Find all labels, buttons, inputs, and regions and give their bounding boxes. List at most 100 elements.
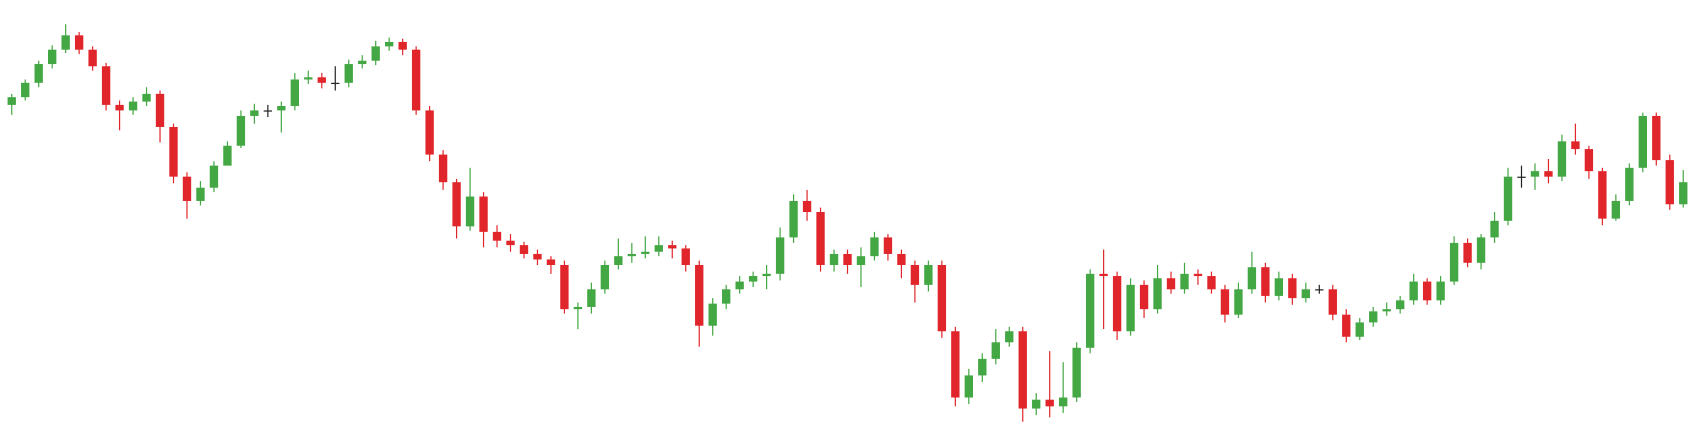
candle-body: [398, 41, 407, 50]
candle-body: [1436, 281, 1445, 301]
candle-body: [775, 237, 785, 274]
candle-body: [196, 187, 205, 201]
candle-body: [1247, 267, 1257, 290]
candle-body: [722, 289, 731, 304]
candle-body: [695, 265, 704, 326]
candle-body: [1193, 273, 1203, 277]
candle-body: [1166, 278, 1176, 290]
candle-body: [1085, 273, 1095, 348]
candle-body: [1652, 115, 1661, 161]
candle-body: [1490, 220, 1499, 238]
candle-body: [735, 281, 744, 290]
candle-body: [250, 110, 259, 116]
candle-body: [829, 253, 839, 265]
candle-body: [573, 306, 583, 310]
candle-body: [600, 265, 610, 290]
candle-body: [1220, 289, 1230, 315]
candle-body: [1126, 284, 1135, 332]
candle-body: [411, 49, 421, 111]
candle-body: [546, 259, 556, 265]
candle-body: [331, 82, 340, 85]
candle-body: [169, 126, 178, 177]
candle-body: [1355, 322, 1364, 337]
candle-body: [802, 200, 812, 212]
candle-body: [533, 253, 542, 260]
candle-body: [142, 93, 151, 102]
candle-body: [1665, 160, 1674, 205]
candle-body: [654, 245, 663, 252]
candle-body: [358, 60, 367, 65]
candle-body: [883, 237, 893, 254]
candle-body: [1449, 242, 1459, 282]
candle-body: [1517, 176, 1526, 178]
candle-body: [1072, 347, 1081, 398]
candle-body: [1422, 281, 1432, 301]
candle-body: [587, 289, 596, 307]
candle-body: [1059, 397, 1068, 407]
candle-body: [856, 256, 866, 265]
candle-body: [1112, 276, 1122, 332]
candle-body: [816, 212, 825, 265]
candle-body: [1018, 331, 1027, 409]
candle-body: [209, 165, 219, 188]
candle-body: [1382, 309, 1391, 312]
candle-body: [304, 77, 313, 80]
candle-body: [1153, 278, 1162, 310]
candle-body: [277, 106, 286, 111]
candle-body: [1234, 289, 1243, 315]
candle-body: [263, 110, 273, 112]
candle-body: [425, 110, 434, 155]
candle-body: [614, 256, 623, 265]
candle-body: [1409, 281, 1418, 301]
candle-body: [1342, 314, 1351, 337]
candle-body: [101, 66, 111, 105]
candle-body: [1301, 289, 1310, 299]
candle-body: [708, 303, 717, 326]
candle-body: [371, 46, 380, 61]
candle-body: [762, 273, 771, 277]
candle-body: [560, 265, 569, 310]
candle-body: [74, 35, 84, 50]
candle-body: [1045, 399, 1054, 407]
candle-body: [951, 331, 960, 398]
candle-body: [519, 245, 529, 254]
candle-body: [48, 49, 57, 65]
candle-body: [1396, 300, 1405, 310]
candle-body: [385, 41, 394, 47]
candle-body: [991, 342, 1000, 359]
candle-body: [21, 82, 30, 98]
candle-body: [1261, 267, 1270, 296]
candle-body: [1032, 399, 1041, 409]
candle-body: [681, 248, 690, 265]
candle-body: [317, 77, 326, 83]
candle-body: [1611, 200, 1621, 219]
candle-body: [155, 93, 165, 127]
candle-body: [748, 276, 758, 282]
candle-body: [223, 145, 232, 166]
candle-body: [843, 253, 852, 265]
candle-body: [627, 253, 636, 257]
candle-body: [897, 253, 906, 265]
candle-body: [1099, 273, 1108, 277]
candle-body: [641, 251, 650, 254]
candle-body: [1005, 331, 1014, 343]
candle-body: [924, 265, 933, 285]
candle-body: [1369, 311, 1378, 323]
candle-body: [34, 64, 43, 83]
candle-body: [1571, 141, 1580, 150]
candle-body: [1598, 171, 1607, 219]
candle-body: [789, 200, 798, 238]
candle-body: [1679, 182, 1688, 205]
candle-body: [1180, 273, 1189, 290]
candle-body: [1503, 176, 1513, 221]
candle-body: [1544, 171, 1553, 177]
candle-body: [1328, 289, 1337, 315]
candle-body: [978, 358, 987, 376]
candle-body: [506, 240, 515, 246]
candle-body: [61, 35, 70, 50]
candle-body: [1207, 276, 1216, 290]
candle-body: [1625, 167, 1634, 201]
candle-body: [479, 196, 488, 232]
